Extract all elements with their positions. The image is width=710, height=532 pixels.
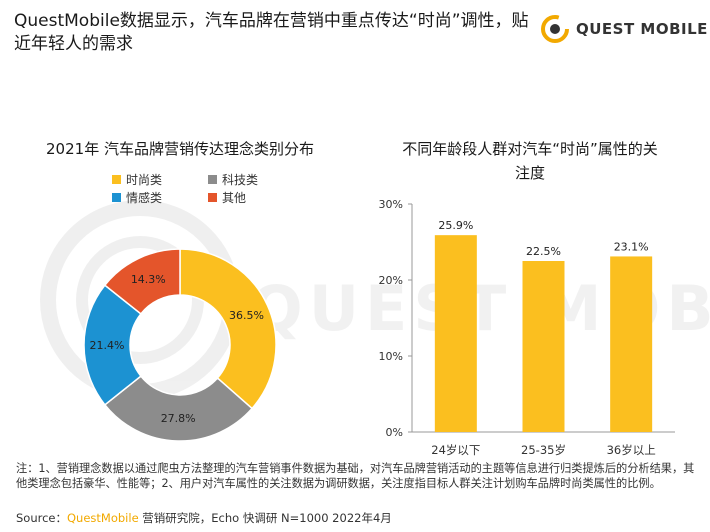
y-tick-label: 10% — [379, 350, 403, 363]
legend-swatch — [208, 175, 217, 184]
legend-swatch — [112, 175, 121, 184]
legend-label: 情感类 — [126, 191, 163, 205]
bar-value-label: 25.9% — [438, 219, 473, 232]
questmobile-logo-icon — [541, 15, 569, 43]
legend-item: 科技类 — [208, 171, 258, 188]
legend-label: 时尚类 — [126, 173, 163, 187]
legend-label: 其他 — [222, 191, 247, 205]
donut-slice-label: 14.3% — [131, 273, 166, 286]
x-tick-label: 24岁以下 — [431, 443, 480, 457]
donut-slice — [103, 248, 181, 315]
bar — [610, 256, 653, 432]
page-title: QuestMobile数据显示，汽车品牌在营销中重点传达“时尚”调性，贴近年轻人… — [14, 11, 529, 54]
bar — [434, 235, 477, 432]
source-line: Source：QuestMobile 营销研究院，Echo 快调研 N=1000… — [16, 510, 392, 526]
bar-chart: 0% 10% 20% 30% 25.9% 24岁以下 22.5% 25-35岁 23.1% 36岁… — [379, 198, 675, 457]
source-brand: QuestMobile — [67, 511, 139, 525]
bar-value-label: 22.5% — [526, 245, 561, 258]
donut-chart: 36.5% 27.8% 21.4% 14.3% — [83, 248, 277, 442]
donut-chart-title: 2021年 汽车品牌营销传达理念类别分布 — [46, 140, 314, 158]
legend-swatch — [208, 193, 217, 202]
legend-label: 科技类 — [222, 173, 259, 187]
y-tick-label: 0% — [386, 426, 403, 439]
x-tick-label: 25-35岁 — [521, 443, 566, 457]
legend-item: 其他 — [208, 189, 246, 206]
bar — [522, 261, 565, 432]
x-tick-label: 36岁以上 — [607, 443, 656, 457]
y-tick-label: 20% — [379, 274, 403, 287]
y-tick-label: 30% — [379, 198, 403, 211]
bar-chart-title: 不同年龄段人群对汽车“时尚”属性的关注度 — [402, 140, 658, 182]
donut-slice-label: 27.8% — [161, 412, 196, 425]
footnote: 注：1、营销理念数据以通过爬虫方法整理的汽车营销事件数据为基础，对汽车品牌营销活… — [16, 462, 695, 490]
donut-slice-label: 21.4% — [90, 339, 125, 352]
logo: QUEST MOBILE — [540, 14, 708, 44]
source-prefix: Source： — [16, 511, 67, 525]
source-suffix: 营销研究院，Echo 快调研 N=1000 2022年4月 — [138, 511, 392, 525]
legend-item: 情感类 — [112, 189, 162, 206]
bar-value-label: 23.1% — [614, 240, 649, 253]
legend-swatch — [112, 193, 121, 202]
logo-text: QUEST MOBILE — [576, 20, 708, 38]
donut-slice — [179, 248, 277, 410]
legend-item: 时尚类 — [112, 171, 162, 188]
donut-slice-label: 36.5% — [229, 309, 264, 322]
donut-slice — [103, 375, 254, 442]
